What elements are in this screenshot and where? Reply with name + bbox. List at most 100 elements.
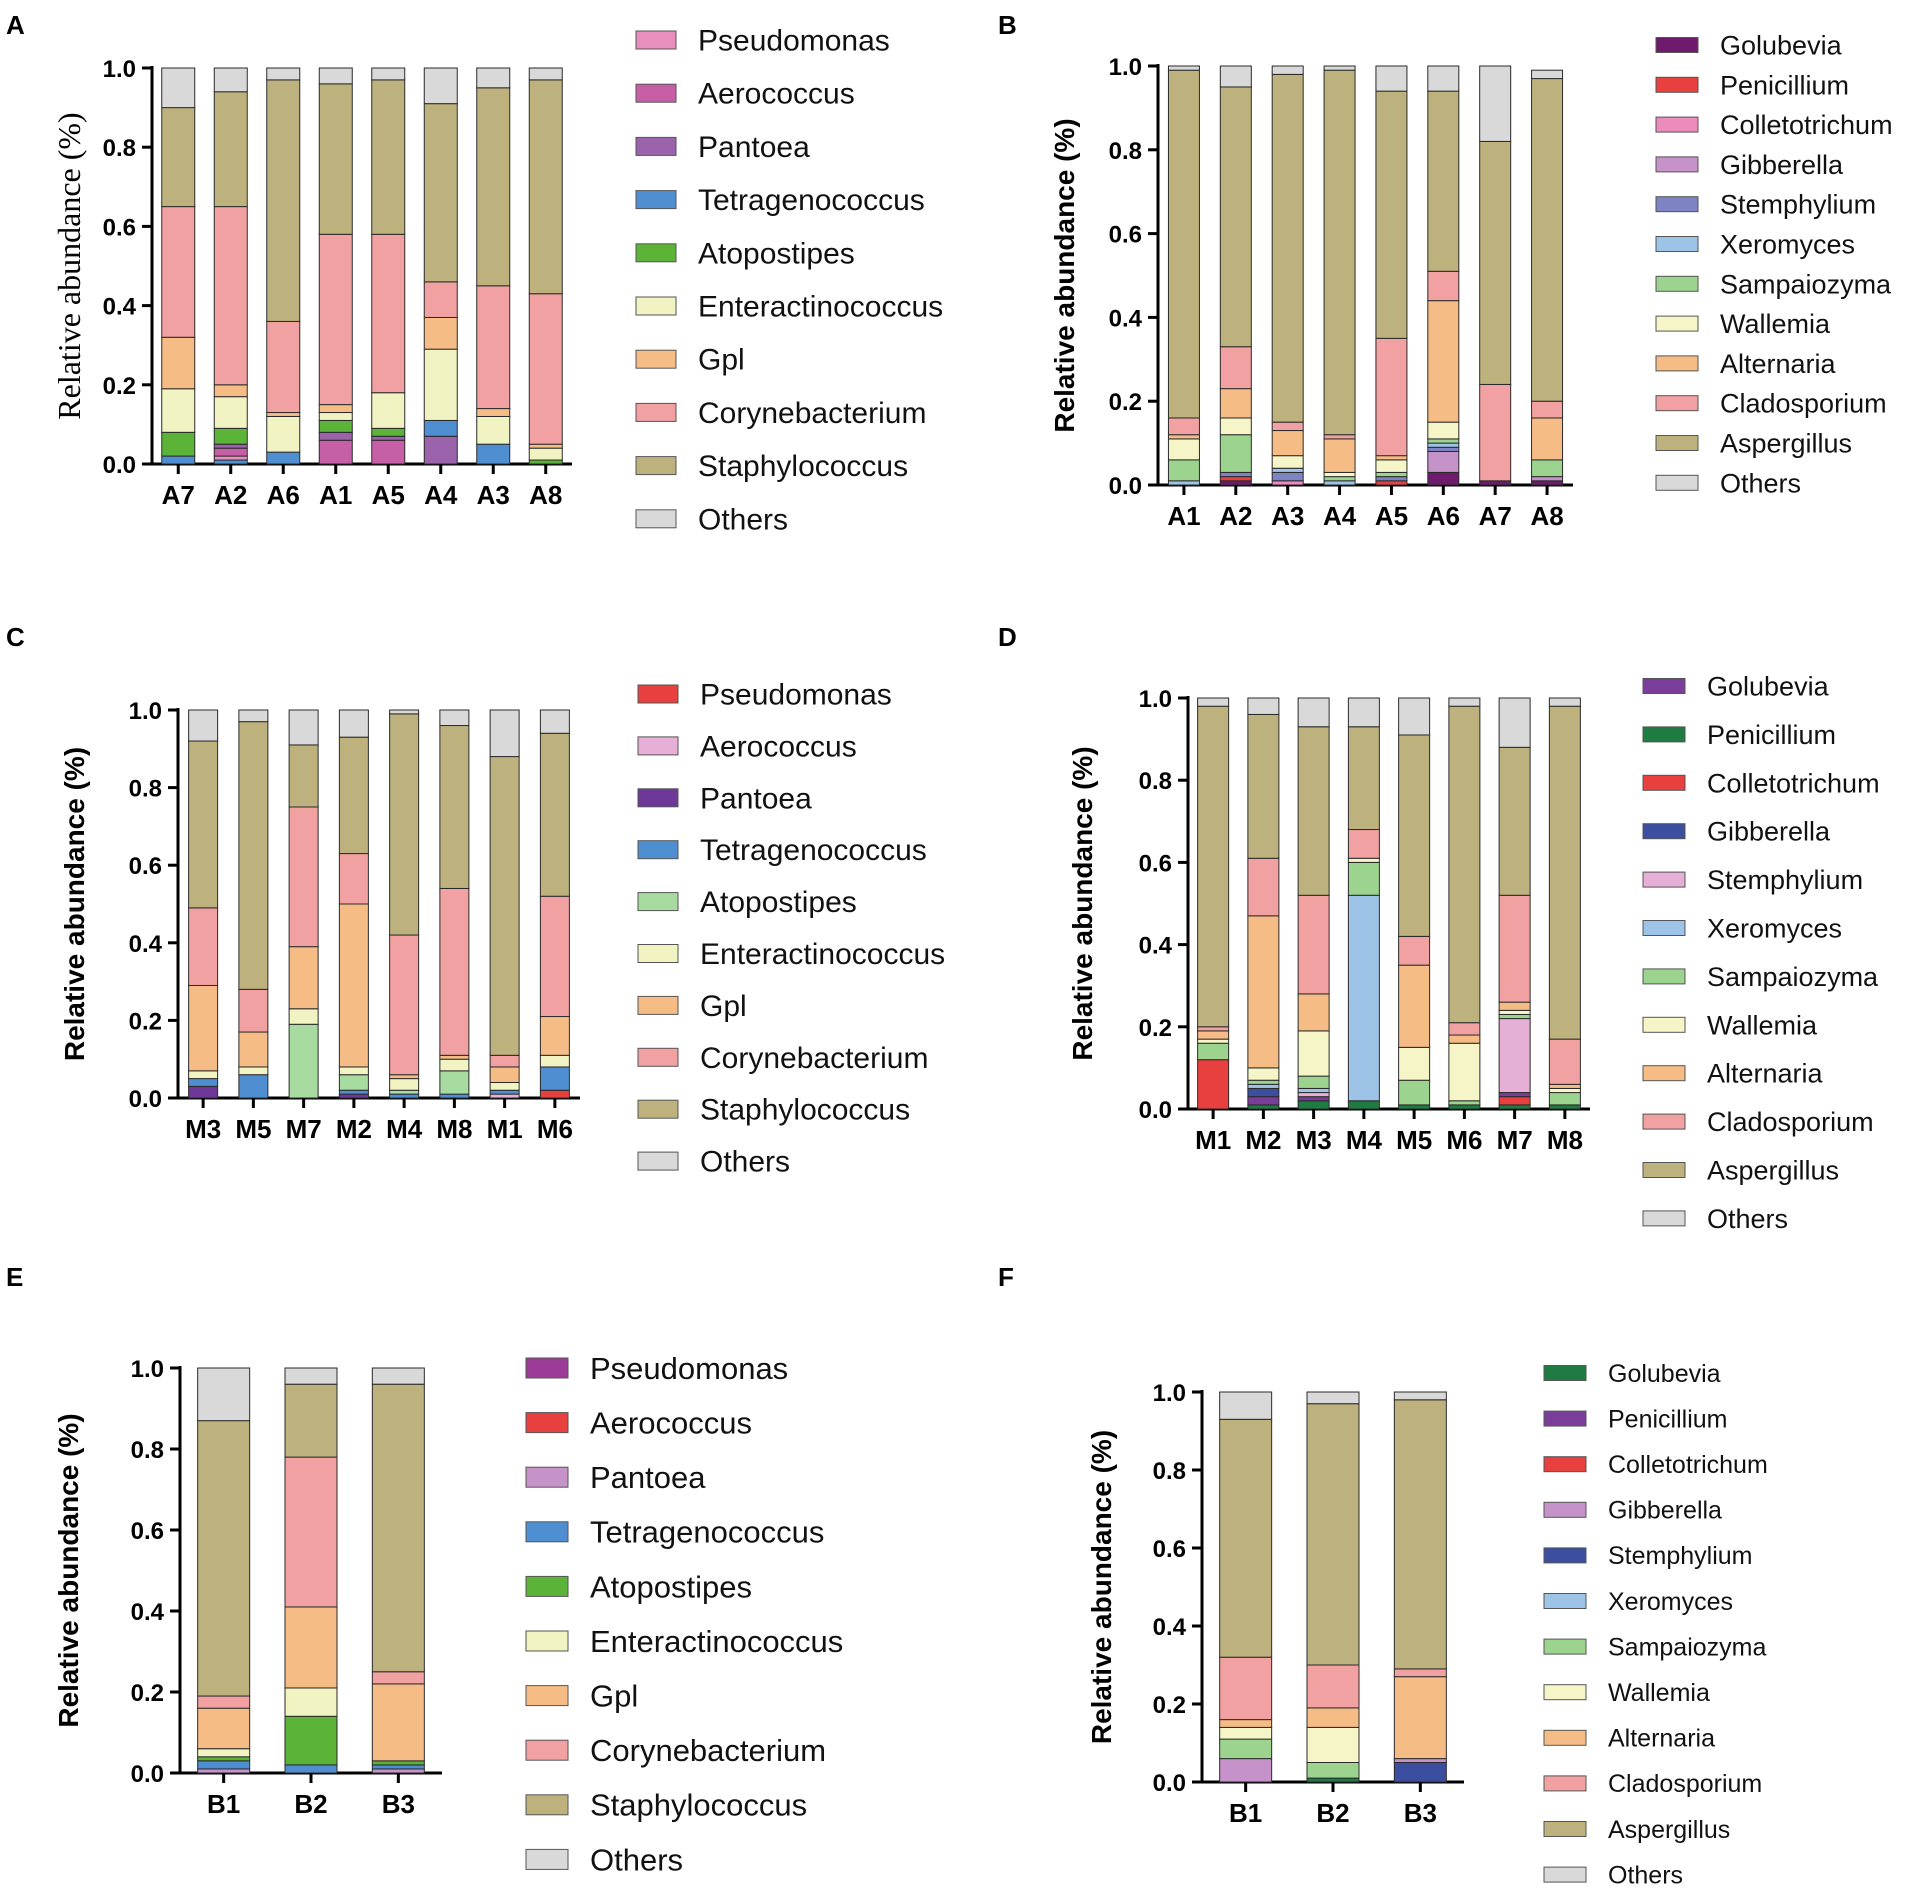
legend-swatch	[636, 31, 676, 49]
bar-segment-others	[372, 68, 405, 80]
legend-swatch	[636, 244, 676, 262]
bar-segment-aspergillus	[1376, 91, 1407, 338]
bar-stack-a2	[1220, 66, 1251, 485]
bar-segment-cladosporium	[1428, 271, 1459, 300]
bar-segment-cladosporium	[1499, 895, 1530, 1002]
bar-segment-aerococcus	[372, 440, 405, 464]
legend-item-golubevia: Golubevia	[1643, 671, 1830, 701]
y-tick-label: 0.8	[103, 135, 136, 162]
bar-segment-corynebacterium	[214, 207, 247, 385]
bar-segment-aerococcus	[214, 448, 247, 456]
bar-segment-others	[1272, 66, 1303, 74]
legend-item-gibberella: Gibberella	[1643, 817, 1831, 847]
bar-stack-m2	[339, 710, 368, 1098]
bar-segment-tetragenococcus	[239, 1075, 268, 1098]
bar-segment-gpl	[198, 1708, 250, 1749]
legend-label: Tetragenococcus	[698, 184, 925, 217]
legend-swatch	[1544, 1822, 1586, 1837]
legend-swatch	[638, 685, 678, 703]
bar-segment-others	[1198, 698, 1229, 706]
x-tick-label: A1	[319, 480, 352, 510]
bar-segment-corynebacterium	[372, 1672, 424, 1684]
legend-label: Others	[1608, 1861, 1683, 1889]
legend-swatch	[1656, 436, 1698, 451]
bar-segment-aspergillus	[1272, 74, 1303, 422]
legend-item-gibberella: Gibberella	[1656, 150, 1844, 180]
bar-stack-m5	[239, 710, 268, 1098]
y-axis-title: Relative abundance (%)	[51, 112, 87, 419]
bar-segment-alternaria	[1376, 456, 1407, 460]
legend-swatch	[636, 84, 676, 102]
legend-label: Aerococcus	[700, 730, 857, 763]
bar-segment-stemphylium	[1499, 1019, 1530, 1093]
bar-segment-enteractinococcus	[289, 1009, 318, 1025]
bar-segment-aspergillus	[1399, 735, 1430, 936]
bar-segment-aspergillus	[1549, 706, 1580, 1039]
legend-label: Others	[700, 1146, 790, 1179]
legend-item-others: Others	[638, 1146, 790, 1179]
bar-segment-others	[1307, 1392, 1359, 1404]
legend-item-pseudomonas: Pseudomonas	[638, 679, 892, 712]
bar-segment-atopostipes	[440, 1071, 469, 1094]
bar-stack-b2	[1307, 1392, 1359, 1782]
bar-segment-aspergillus	[1198, 706, 1229, 1027]
legend-label: Golubevia	[1720, 30, 1843, 60]
bar-segment-sampaiozyma	[1220, 1739, 1272, 1759]
bar-stack-b1	[198, 1368, 250, 1773]
y-tick-label: 0.8	[1139, 768, 1172, 795]
bar-stack-b2	[285, 1368, 337, 1773]
legend-swatch	[1656, 157, 1698, 172]
bar-segment-aspergillus	[1324, 70, 1355, 435]
legend-item-pantoea: Pantoea	[638, 782, 812, 815]
x-tick-label: B1	[1229, 1798, 1262, 1828]
bar-stack-m1	[490, 710, 519, 1098]
bar-segment-xeromyces	[1272, 468, 1303, 472]
bar-segment-sampaiozyma	[1348, 862, 1379, 895]
bar-segment-gibberella	[1428, 451, 1459, 472]
bar-segment-gpl	[214, 385, 247, 397]
legend-label: Pantoea	[700, 782, 812, 815]
bar-segment-aerococcus	[319, 440, 352, 464]
bar-segment-cladosporium	[1394, 1669, 1446, 1677]
legend-label: Atopostipes	[698, 237, 855, 270]
bar-segment-gpl	[540, 1017, 569, 1056]
bar-segment-tetragenococcus	[162, 456, 195, 464]
bar-segment-others	[424, 68, 457, 104]
x-tick-label: A3	[1271, 501, 1304, 531]
bar-segment-corynebacterium	[285, 1457, 337, 1607]
bar-segment-corynebacterium	[424, 282, 457, 318]
legend-swatch	[638, 1100, 678, 1118]
x-tick-label: M3	[185, 1114, 221, 1144]
y-tick-label: 1.0	[131, 1356, 164, 1383]
bar-segment-alternaria	[1168, 435, 1199, 439]
bar-segment-others	[189, 710, 218, 741]
y-tick-label: 0.6	[1109, 222, 1142, 249]
bar-segment-atopostipes	[339, 1075, 368, 1091]
y-tick-label: 1.0	[1139, 686, 1172, 713]
legend-item-alternaria: Alternaria	[1656, 349, 1837, 379]
bar-segment-others	[1499, 698, 1530, 747]
bar-segment-colletotrichum	[1198, 1060, 1229, 1109]
bar-segment-corynebacterium	[189, 908, 218, 986]
bar-segment-sampaiozyma	[1532, 460, 1563, 477]
legend-swatch	[636, 137, 676, 155]
bar-segment-others	[1376, 66, 1407, 91]
bar-stack-m7	[1499, 698, 1530, 1109]
bar-segment-xeromyces	[1324, 481, 1355, 485]
bar-segment-wallemia	[1499, 1010, 1530, 1014]
bar-stack-a5	[1376, 66, 1407, 485]
bar-stack-a1	[319, 68, 352, 464]
bar-stack-m4	[1348, 698, 1379, 1109]
bar-segment-xeromyces	[1168, 481, 1199, 485]
legend-item-stemphylium: Stemphylium	[1643, 865, 1863, 895]
bar-segment-cladosporium	[1348, 830, 1379, 859]
bar-segment-others	[1298, 698, 1329, 727]
legend-swatch	[526, 1358, 568, 1378]
bar-segment-gpl	[162, 337, 195, 388]
panel-a: A 0.0 0.2 0.4 0.6 0.8 1.0 Relative abundance (%…	[6, 10, 943, 536]
bar-segment-pantoea	[198, 1769, 250, 1773]
bar-segment-staphylococcus	[239, 722, 268, 990]
legend-swatch	[526, 1467, 568, 1487]
x-tick-label: M8	[1547, 1125, 1583, 1155]
bar-segment-enteractinococcus	[477, 416, 510, 444]
